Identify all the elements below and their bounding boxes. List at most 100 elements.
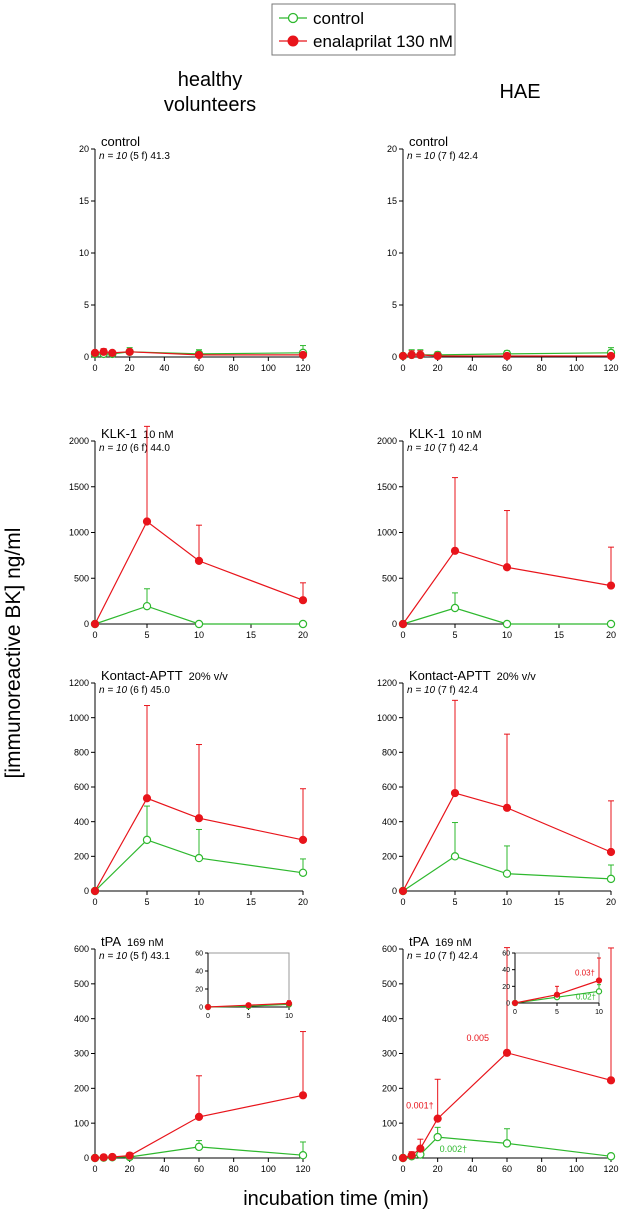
enalaprilat-point bbox=[398, 1153, 408, 1163]
panel-hae-tpa: tPA 169 nMn = 10 (7 f) 42.401002003004005… bbox=[382, 934, 619, 1174]
enalaprilat-point bbox=[99, 347, 108, 356]
panel-subtitle-n: n = 10 bbox=[407, 951, 436, 962]
panel-title-unit: 169 nM bbox=[435, 937, 472, 949]
x-tick-label: 20 bbox=[433, 363, 443, 373]
panel-title-unit: 10 nM bbox=[451, 429, 482, 441]
inset-enalaprilat-point bbox=[553, 991, 561, 998]
x-tick-label: 40 bbox=[159, 1164, 169, 1174]
y-tick-label: 400 bbox=[382, 1014, 397, 1024]
panel-healthy-klk1: KLK-1 10 nM n = 10 (6 f) 44.0 0 500 1000 1500 2… bbox=[69, 425, 308, 640]
enalaprilat-point bbox=[194, 814, 204, 823]
enalaprilat-point bbox=[606, 351, 616, 361]
x-tick-label: 15 bbox=[554, 897, 564, 907]
y-tick-label: 0 bbox=[84, 352, 89, 362]
enalaprilat-series-line bbox=[94, 797, 304, 892]
y-tick-label: 500 bbox=[74, 573, 89, 583]
y-tick-label: 1000 bbox=[69, 713, 89, 723]
panel-subtitle-n: n = 10 bbox=[407, 685, 436, 696]
x-tick-label: 0 bbox=[400, 363, 405, 373]
panel-title: KLK-1 10 nM bbox=[101, 426, 174, 441]
p-value-annotation: 0.002† bbox=[440, 1144, 468, 1154]
x-tick-label: 15 bbox=[246, 630, 256, 640]
y-tick-label: 1200 bbox=[69, 678, 89, 688]
y-tick-label: 800 bbox=[74, 748, 89, 758]
panel-title-name: control bbox=[409, 134, 448, 149]
y-tick-label: 1000 bbox=[69, 528, 89, 538]
x-tick-label: 0 bbox=[400, 1164, 405, 1174]
column-title-left-line2: volunteers bbox=[164, 94, 256, 116]
control-point bbox=[194, 619, 204, 629]
enalaprilat-point bbox=[298, 350, 308, 360]
y-tick-label: 400 bbox=[382, 817, 397, 827]
x-tick-label: 20 bbox=[125, 1164, 135, 1174]
x-tick-label: 40 bbox=[159, 363, 169, 373]
panel-subtitle-detail: (7 f) 42.4 bbox=[435, 951, 478, 962]
inset-y-tick-label: 20 bbox=[195, 987, 203, 994]
legend-control-marker bbox=[287, 12, 299, 24]
inset-control-point bbox=[595, 988, 603, 995]
enalaprilat-point bbox=[606, 847, 616, 857]
enalaprilat-point bbox=[407, 1151, 416, 1160]
y-tick-label: 2000 bbox=[377, 436, 397, 446]
control-point bbox=[502, 1139, 512, 1148]
panel-title-name: control bbox=[101, 134, 140, 149]
y-tick-label: 20 bbox=[387, 144, 397, 154]
panel-subtitle-detail: (7 f) 42.4 bbox=[435, 151, 478, 162]
enalaprilat-point bbox=[450, 788, 460, 798]
x-tick-label: 0 bbox=[92, 630, 97, 640]
enalaprilat-point bbox=[416, 350, 425, 360]
x-tick-label: 60 bbox=[502, 1164, 512, 1174]
panel-subtitle: n = 10 (6 f) 45.0 bbox=[99, 685, 170, 696]
x-tick-label: 60 bbox=[194, 363, 204, 373]
panel-subtitle: n = 10 (5 f) 43.1 bbox=[99, 951, 170, 962]
inset-p-value-annotation: 0.02† bbox=[576, 992, 596, 1001]
panel-subtitle-detail: (5 f) 43.1 bbox=[127, 951, 170, 962]
y-tick-label: 0 bbox=[392, 886, 397, 896]
x-tick-label: 100 bbox=[261, 363, 276, 373]
control-series-line bbox=[402, 855, 612, 892]
panel-subtitle: n = 10 (7 f) 42.4 bbox=[407, 443, 478, 454]
enalaprilat-point bbox=[398, 886, 408, 896]
x-tick-label: 120 bbox=[295, 1164, 310, 1174]
x-tick-label: 60 bbox=[194, 1164, 204, 1174]
x-tick-label: 20 bbox=[433, 1164, 443, 1174]
y-tick-label: 600 bbox=[382, 782, 397, 792]
y-tick-label: 0 bbox=[392, 352, 397, 362]
panel-subtitle-detail: (6 f) 44.0 bbox=[127, 443, 170, 454]
y-tick-label: 400 bbox=[74, 817, 89, 827]
x-tick-label: 20 bbox=[606, 897, 616, 907]
enalaprilat-point bbox=[433, 1114, 442, 1123]
control-point bbox=[502, 619, 512, 629]
x-tick-label: 10 bbox=[502, 630, 512, 640]
x-tick-label: 80 bbox=[229, 1164, 239, 1174]
y-tick-label: 0 bbox=[84, 886, 89, 896]
panel-title: Kontact-APTT 20% v/v bbox=[409, 668, 536, 683]
panel-subtitle-n: n = 10 bbox=[407, 443, 436, 454]
enalaprilat-point bbox=[194, 1112, 204, 1121]
enalaprilat-point bbox=[99, 1153, 108, 1162]
inset-x-tick-label: 0 bbox=[206, 1013, 210, 1020]
panel-hae-klk1: KLK-1 10 nM n = 10 (7 f) 42.4 0 500 1000 1500 2… bbox=[377, 426, 616, 640]
control-point bbox=[606, 619, 616, 629]
panel-title: KLK-1 10 nM bbox=[409, 426, 482, 441]
y-tick-label: 200 bbox=[74, 1084, 89, 1094]
control-point bbox=[450, 603, 460, 613]
y-tick-label: 1200 bbox=[377, 678, 397, 688]
panel-hae-control: control n = 10 (7 f) 42.4 0 5 10 15 20 0 20 40 60 8… bbox=[387, 134, 619, 373]
enalaprilat-point bbox=[398, 351, 408, 361]
panel-title-name: Kontact-APTT bbox=[409, 668, 491, 683]
enalaprilat-point bbox=[502, 1048, 512, 1057]
p-value-annotation: 0.005 bbox=[466, 1033, 489, 1043]
y-tick-label: 5 bbox=[84, 300, 89, 310]
y-tick-label: 2000 bbox=[69, 436, 89, 446]
y-axis-label: [immunoreactive BK] ng/ml bbox=[2, 528, 25, 779]
inset-chart: 0 20 40 60 0 5 10 bbox=[195, 951, 293, 1020]
column-title-right: HAE bbox=[499, 81, 540, 103]
panel-title: control bbox=[101, 134, 140, 149]
enalaprilat-point bbox=[416, 1144, 425, 1153]
enalaprilat-point bbox=[407, 350, 416, 360]
x-tick-label: 0 bbox=[92, 897, 97, 907]
enalaprilat-point bbox=[298, 1091, 308, 1100]
x-tick-label: 120 bbox=[603, 363, 618, 373]
control-point bbox=[298, 868, 308, 878]
